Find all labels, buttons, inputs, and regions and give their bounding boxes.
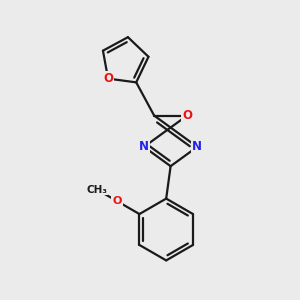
Text: CH₃: CH₃ — [87, 184, 108, 195]
Text: O: O — [182, 109, 192, 122]
Text: N: N — [192, 140, 202, 153]
Text: O: O — [103, 72, 113, 85]
Text: O: O — [112, 196, 122, 206]
Text: N: N — [139, 140, 149, 153]
